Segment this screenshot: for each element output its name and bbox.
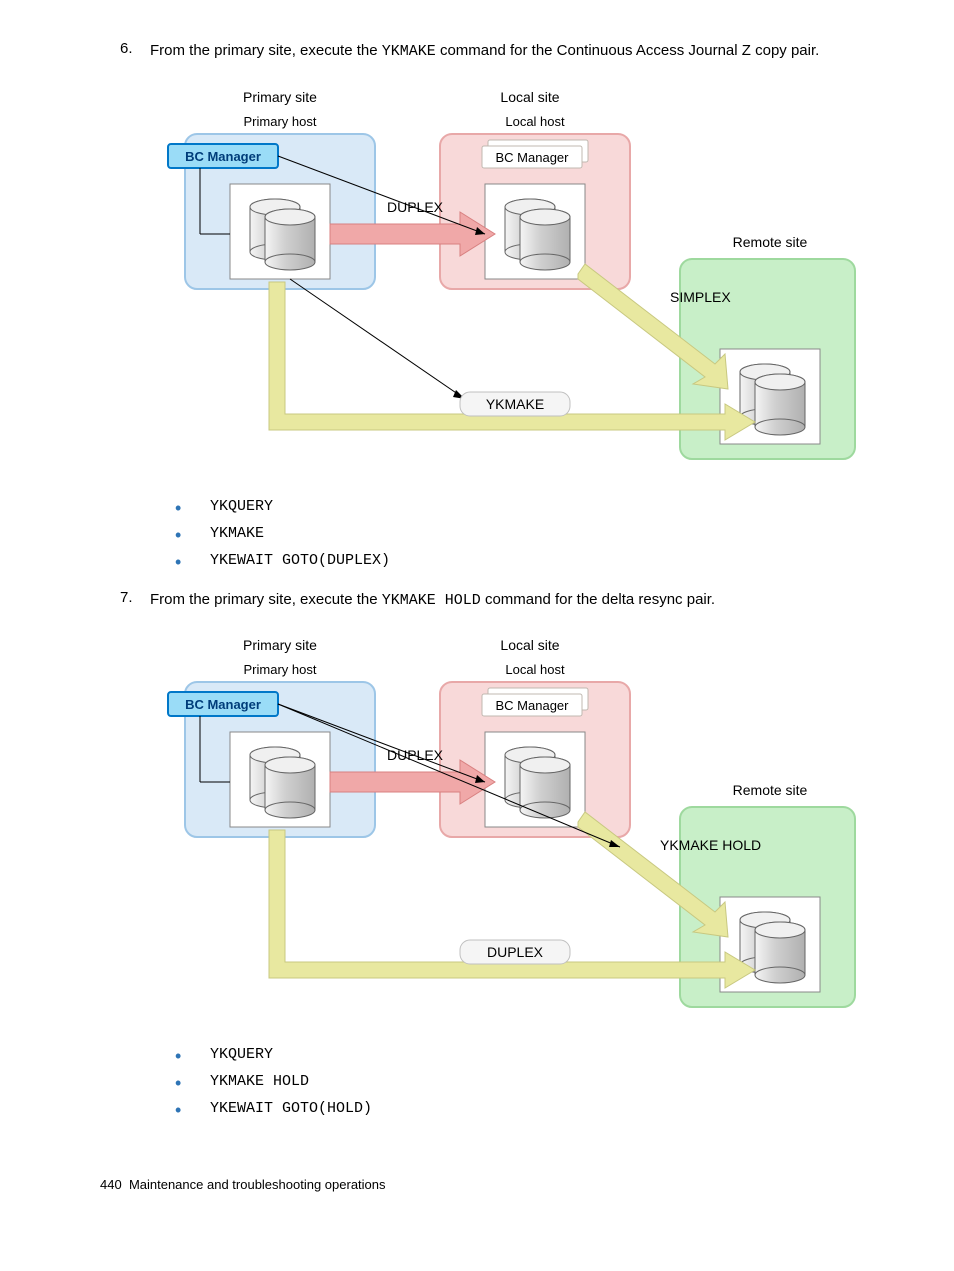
primary-site-label: Primary site bbox=[243, 89, 317, 105]
diagram-6: Primary site Local site Remote site Prim… bbox=[160, 84, 874, 478]
bullets-7: YKQUERY YKMAKE HOLD YKEWAIT GOTO(HOLD) bbox=[170, 1046, 874, 1117]
duplex-label: DUPLEX bbox=[387, 199, 444, 215]
text-code: YKMAKE HOLD bbox=[382, 592, 481, 609]
text-code: YKMAKE bbox=[382, 43, 436, 60]
local-site-label: Local site bbox=[500, 89, 559, 105]
diagram-7: Primary site Local site Remote site Prim… bbox=[160, 632, 874, 1026]
step-text: From the primary site, execute the YKMAK… bbox=[150, 589, 874, 613]
bc-manager-left-text: BC Manager bbox=[185, 149, 261, 164]
remote-site-label: Remote site bbox=[733, 234, 808, 250]
footer-title: Maintenance and troubleshooting operatio… bbox=[129, 1177, 386, 1192]
text-before: From the primary site, execute the bbox=[150, 42, 382, 59]
bullet-item: YKEWAIT GOTO(DUPLEX) bbox=[170, 552, 874, 569]
duplex-label-2: DUPLEX bbox=[387, 747, 444, 763]
primary-storage-2 bbox=[230, 732, 330, 827]
step-number: 7. bbox=[120, 589, 133, 606]
page-footer: 440 Maintenance and troubleshooting oper… bbox=[100, 1177, 874, 1192]
local-host-label: Local host bbox=[505, 114, 565, 129]
bullets-6: YKQUERY YKMAKE YKEWAIT GOTO(DUPLEX) bbox=[170, 498, 874, 569]
bullet-item: YKMAKE bbox=[170, 525, 874, 542]
bc-manager-left-text-2: BC Manager bbox=[185, 697, 261, 712]
step-7: 7. From the primary site, execute the YK… bbox=[100, 589, 874, 613]
bc-manager-right-text: BC Manager bbox=[496, 150, 570, 165]
primary-host-label-2: Primary host bbox=[244, 662, 317, 677]
bullet-item: YKQUERY bbox=[170, 1046, 874, 1063]
simplex-label: SIMPLEX bbox=[670, 289, 731, 305]
ykmake-hold-label: YKMAKE HOLD bbox=[660, 837, 761, 853]
step-text: From the primary site, execute the YKMAK… bbox=[150, 40, 874, 64]
bullet-item: YKMAKE HOLD bbox=[170, 1073, 874, 1090]
bullet-item: YKEWAIT GOTO(HOLD) bbox=[170, 1100, 874, 1117]
bullet-item: YKQUERY bbox=[170, 498, 874, 515]
step-6: 6. From the primary site, execute the YK… bbox=[100, 40, 874, 64]
bottom-label-text: DUPLEX bbox=[487, 944, 544, 960]
page-number: 440 bbox=[100, 1177, 122, 1192]
step-number: 6. bbox=[120, 40, 133, 57]
connector-line-4 bbox=[290, 279, 465, 399]
local-host-label-2: Local host bbox=[505, 662, 565, 677]
bc-manager-right-text-2: BC Manager bbox=[496, 698, 570, 713]
primary-storage bbox=[230, 184, 330, 279]
local-site-label-2: Local site bbox=[500, 637, 559, 653]
primary-host-label: Primary host bbox=[244, 114, 317, 129]
local-storage bbox=[485, 184, 585, 279]
text-after: command for the delta resync pair. bbox=[481, 591, 715, 608]
primary-site-label-2: Primary site bbox=[243, 637, 317, 653]
local-storage-2 bbox=[485, 732, 585, 827]
text-before: From the primary site, execute the bbox=[150, 591, 382, 608]
remote-site-label-2: Remote site bbox=[733, 782, 808, 798]
text-after: command for the Continuous Access Journa… bbox=[436, 42, 820, 59]
ykmake-label: YKMAKE bbox=[486, 396, 544, 412]
